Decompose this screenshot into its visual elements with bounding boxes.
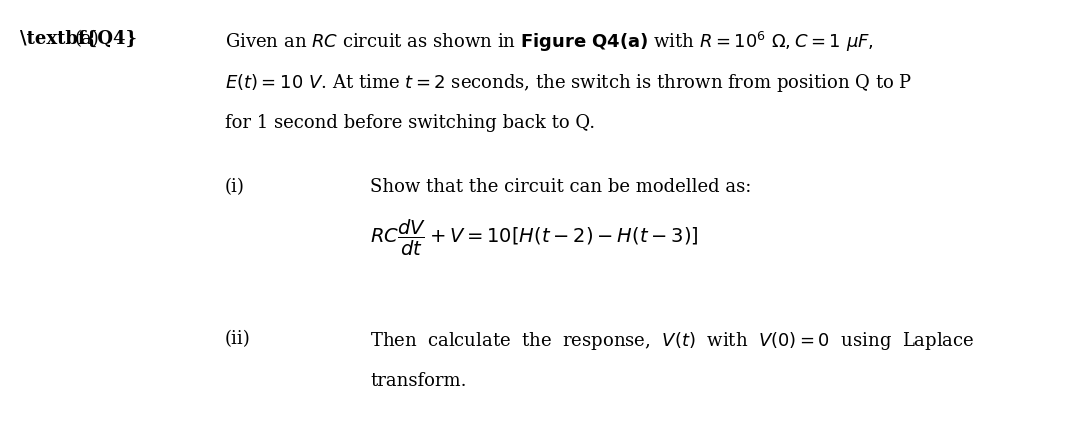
Text: Then  calculate  the  response,  $V(t)$  with  $V(0)=0$  using  Laplace: Then calculate the response, $V(t)$ with… xyxy=(370,330,975,352)
Text: Show that the circuit can be modelled as:: Show that the circuit can be modelled as… xyxy=(370,178,752,196)
Text: transform.: transform. xyxy=(370,372,466,390)
Text: (ii): (ii) xyxy=(225,330,251,348)
Text: (i): (i) xyxy=(225,178,244,196)
Text: (a): (a) xyxy=(75,30,100,48)
Text: \textbf{Q4}: \textbf{Q4} xyxy=(20,30,137,48)
Text: $E(t) = 10\ V$. At time $t = 2$ seconds, the switch is thrown from position Q to: $E(t) = 10\ V$. At time $t = 2$ seconds,… xyxy=(225,72,912,94)
Text: for 1 second before switching back to Q.: for 1 second before switching back to Q. xyxy=(225,114,596,132)
Text: Given an $RC$ circuit as shown in $\mathbf{Figure\ Q4(a)}$ with $R = 10^6\ \Omeg: Given an $RC$ circuit as shown in $\math… xyxy=(225,30,873,54)
Text: $RC\dfrac{dV}{dt}+V=10\left[H(t-2)-H(t-3)\right]$: $RC\dfrac{dV}{dt}+V=10\left[H(t-2)-H(t-3… xyxy=(370,218,699,258)
